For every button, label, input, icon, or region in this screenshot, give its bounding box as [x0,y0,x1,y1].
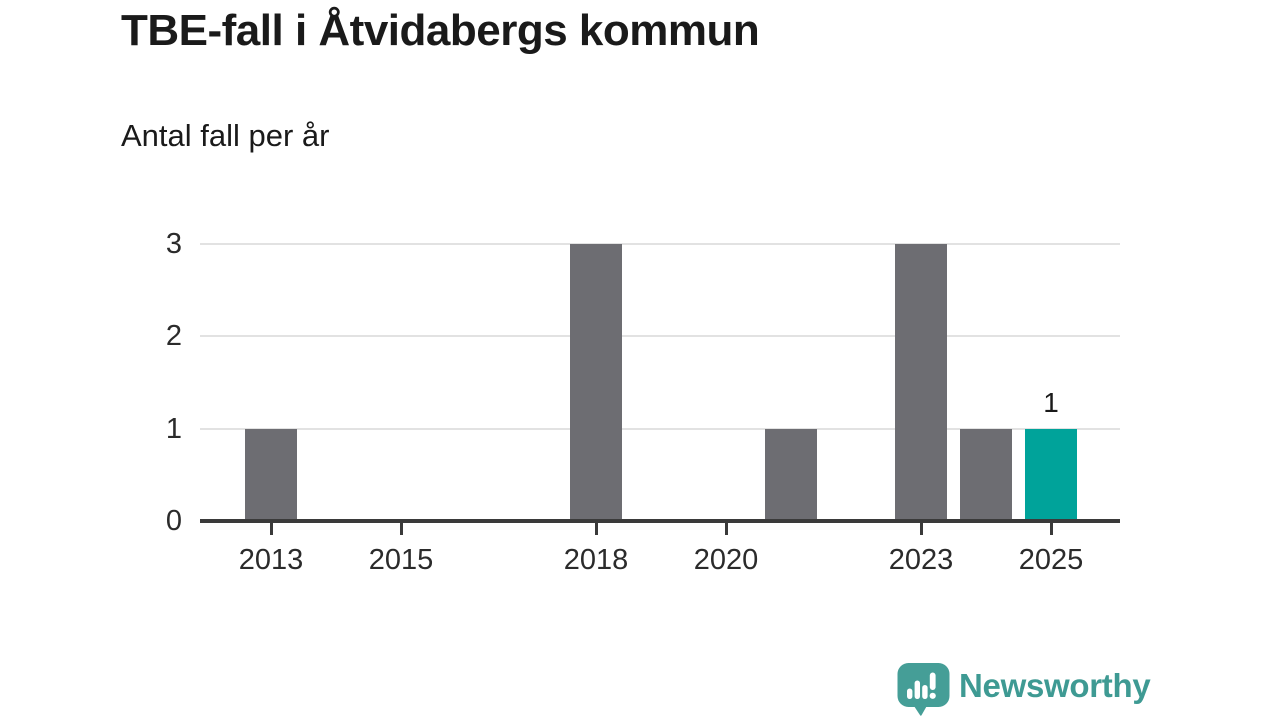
x-tick-2013 [269,523,273,535]
x-tick-label: 2025 [1018,544,1084,576]
plot-area: 2013 2015 2018 2020 2023 2025 1 [200,243,1120,576]
bar-2025 [1025,428,1077,521]
y-tick-label: 3 [165,228,182,260]
gridline-3 [200,243,1120,245]
bar-2024 [960,428,1012,521]
y-tick-label: 1 [165,412,182,445]
brand-footer: Newsworthy [897,662,1151,717]
x-tick-label: 2023 [888,544,954,576]
gridline-2 [200,335,1120,338]
x-tick-label: 2015 [368,544,434,576]
chart-subtitle: Antal fall per år [121,118,330,153]
x-tick-2025 [1049,523,1053,535]
bar-2013 [245,428,297,521]
bar-2021 [765,428,817,521]
x-tick-2023 [919,523,923,535]
gridline-1 [200,427,1120,430]
x-tick-2015 [399,523,403,535]
x-tick-label: 2013 [238,544,304,576]
y-tick-label: 0 [165,505,182,537]
x-tick-label: 2018 [563,544,629,576]
x-tick-label: 2020 [693,544,759,576]
x-axis-line [200,519,1120,523]
y-tick-label: 2 [165,320,182,353]
bar-value-label-2025: 1 [1043,386,1059,418]
bar-2023 [895,244,947,521]
brand-name: Newsworthy [959,667,1151,704]
x-tick-2020 [724,523,728,535]
newsworthy-logo-icon [897,663,950,716]
chart-title: TBE-fall i Åtvidabergs kommun [121,6,760,55]
bar-2018 [570,244,622,521]
x-tick-2018 [594,523,598,535]
